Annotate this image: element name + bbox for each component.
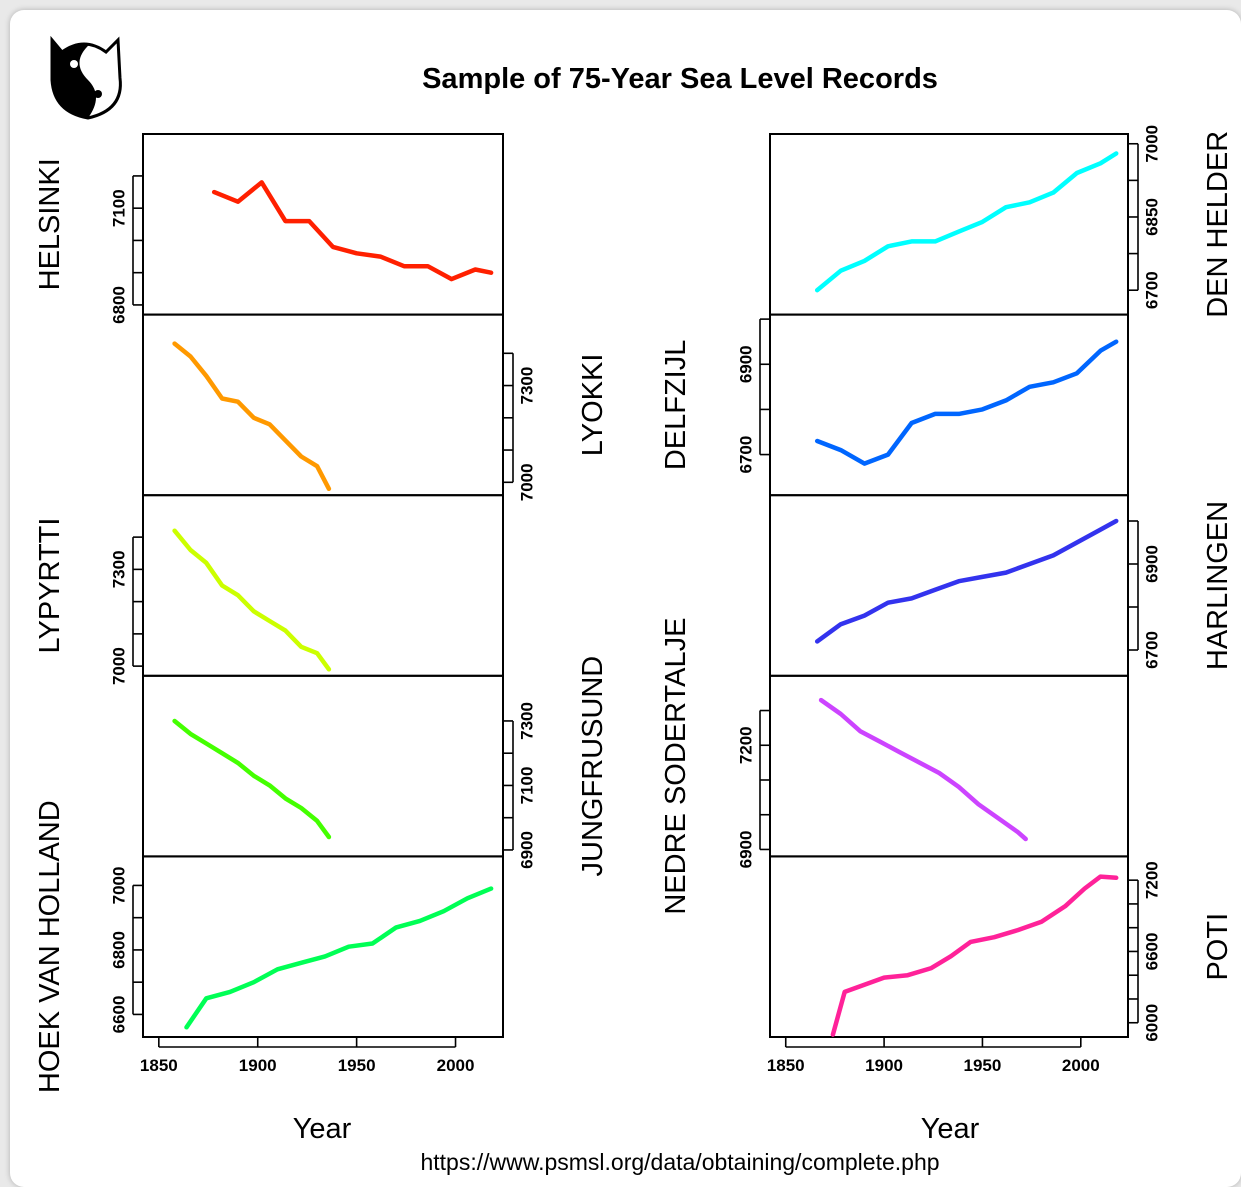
y-tick-label: 7300 <box>518 367 537 405</box>
y-tick-label: 6900 <box>518 831 537 869</box>
series-line-jungfrusund <box>172 718 332 840</box>
station-name: HOEK VAN HOLLAND <box>34 800 66 1093</box>
x-tick-label: 2000 <box>1062 1056 1100 1075</box>
y-tick-label: 6600 <box>110 996 129 1034</box>
x-tick-label: 1950 <box>964 1056 1002 1075</box>
series-line-poti <box>830 874 1119 1037</box>
logo <box>50 35 122 120</box>
panel-frame <box>769 855 1129 1039</box>
series-line-lyokki <box>172 341 332 492</box>
x-tick-label: 1900 <box>865 1056 903 1075</box>
y-tick-label: 7300 <box>518 702 537 740</box>
y-tick-label: 7000 <box>1143 125 1162 163</box>
y-tick-label: 7000 <box>110 867 129 905</box>
y-tick-label: 6850 <box>1143 198 1162 236</box>
station-name: DELFZIJL <box>660 340 692 471</box>
y-tick-label: 6600 <box>1143 933 1162 971</box>
y-tick-label: 6700 <box>1143 631 1162 669</box>
station-name: HELSINKI <box>34 158 66 290</box>
panel-frame <box>142 855 504 1039</box>
station-name: JUNGFRUSUND <box>577 656 609 877</box>
series-line-den-helder <box>814 151 1119 293</box>
y-tick-label: 6800 <box>110 286 129 324</box>
y-tick-label: 7300 <box>110 550 129 588</box>
logo-dark-half <box>52 40 96 118</box>
panel-frame <box>142 133 504 316</box>
station-name: DEN HELDER <box>1202 131 1234 318</box>
y-tick-label: 6800 <box>110 931 129 969</box>
chart-title: Sample of 75-Year Sea Level Records <box>422 63 938 95</box>
x-tick-label: 2000 <box>437 1056 475 1075</box>
y-tick-label: 7200 <box>737 726 756 764</box>
station-name: LYPYRTTI <box>34 518 66 654</box>
series-line-hoek-van-holland <box>184 886 494 1030</box>
station-name: LYOKKI <box>577 354 609 457</box>
station-name: NEDRE SODERTALJE <box>660 618 692 915</box>
x-tick-label: 1950 <box>338 1056 376 1075</box>
x-axis-label-left: Year <box>293 1113 352 1145</box>
series-line-helsinki <box>211 180 494 282</box>
x-tick-label: 1900 <box>239 1056 277 1075</box>
y-tick-label: 7100 <box>518 767 537 805</box>
series-line-delfzijl <box>814 339 1119 466</box>
y-tick-label: 6900 <box>1143 545 1162 583</box>
y-tick-label: 6900 <box>737 345 756 383</box>
series-line-nedre-sodertalje <box>818 697 1028 842</box>
x-tick-label: 1850 <box>140 1056 178 1075</box>
logo-eye-light <box>70 60 78 68</box>
x-tick-label: 1850 <box>767 1056 805 1075</box>
chart-card <box>10 10 1241 1187</box>
panel-frame <box>142 494 504 677</box>
panel-frame <box>769 313 1129 497</box>
station-name: HARLINGEN <box>1202 501 1234 670</box>
y-tick-label: 6700 <box>737 436 756 474</box>
y-tick-label: 6700 <box>1143 271 1162 309</box>
station-name: POTI <box>1202 913 1234 981</box>
y-tick-label: 7200 <box>1143 861 1162 899</box>
y-tick-label: 6900 <box>737 831 756 869</box>
y-tick-label: 7100 <box>110 189 129 227</box>
series-line-harlingen <box>814 518 1119 644</box>
source-url: https://www.psmsl.org/data/obtaining/com… <box>420 1149 939 1175</box>
logo-eye-dark <box>94 90 102 98</box>
panel-frame <box>142 313 504 497</box>
x-axis-label-right: Year <box>921 1113 980 1145</box>
y-tick-label: 7000 <box>518 463 537 501</box>
y-tick-label: 6000 <box>1143 1004 1162 1042</box>
series-line-lypyrtti <box>172 528 332 672</box>
y-tick-label: 7000 <box>110 647 129 685</box>
